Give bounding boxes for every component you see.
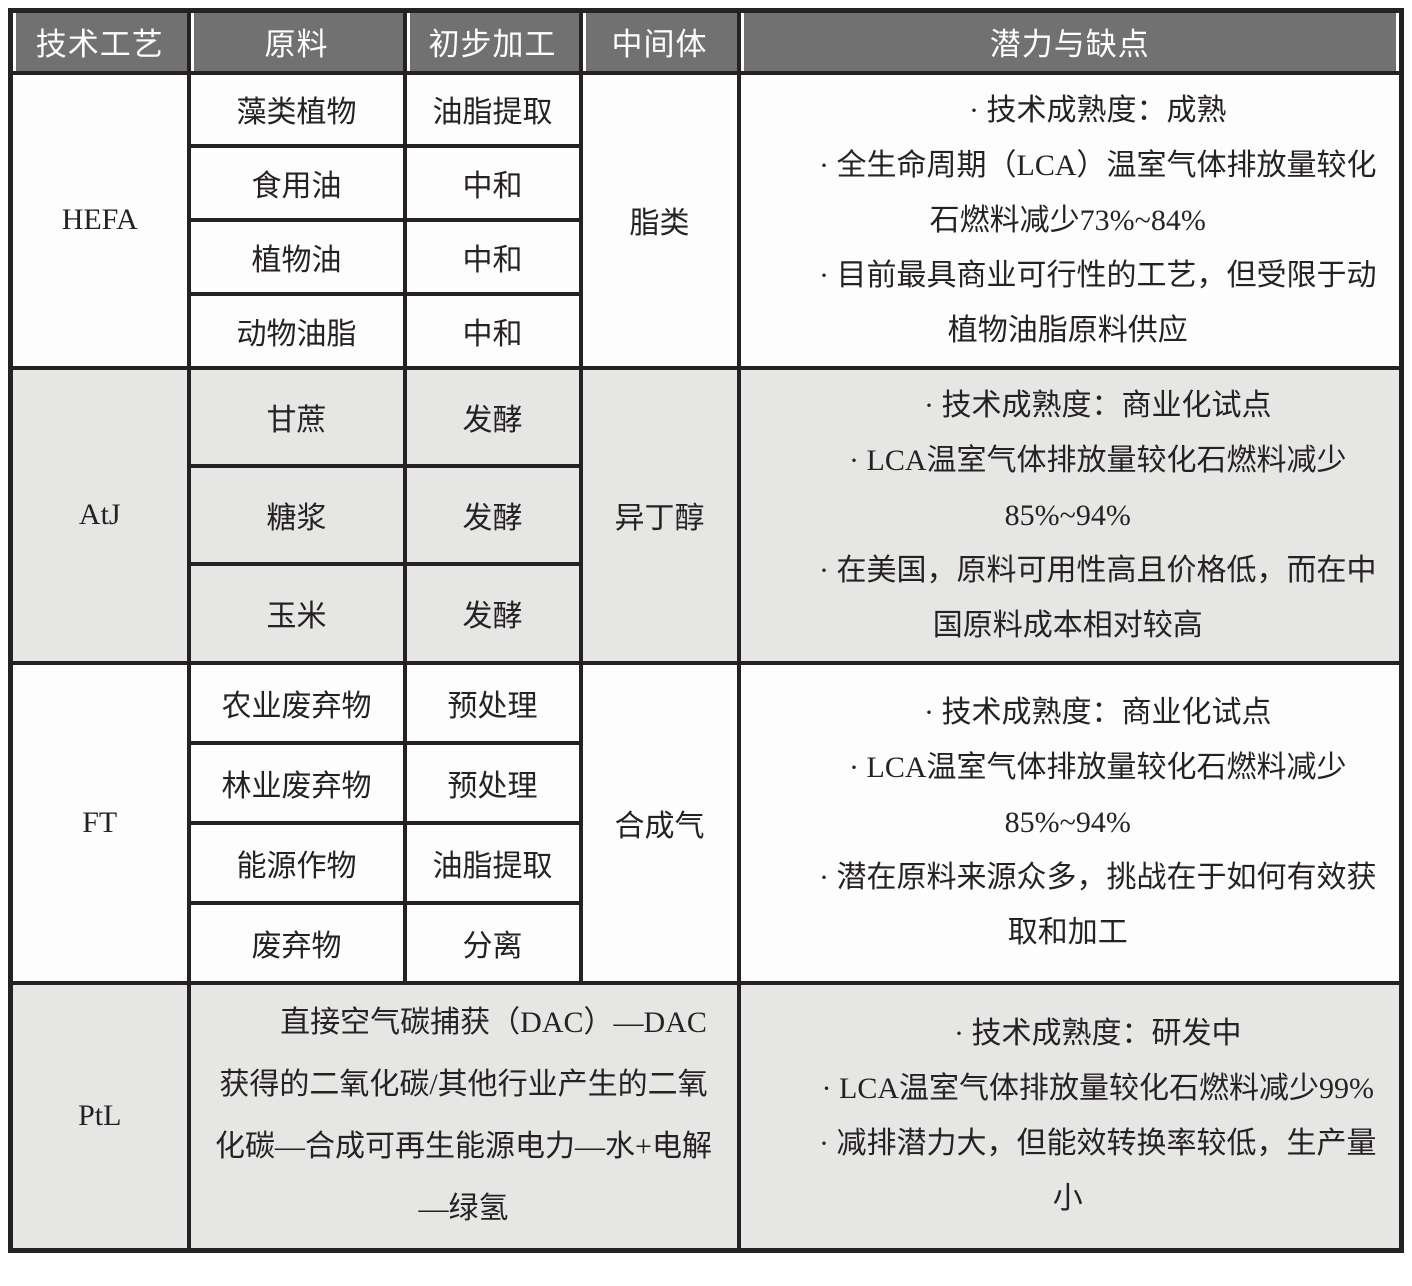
- table-row: 能源作物 油脂提取: [11, 820, 1402, 905]
- feedstock-cell: 林业废弃物: [186, 740, 407, 825]
- feedstock-cell: 动物油脂: [186, 291, 407, 370]
- table-row: 动物油脂 中和: [11, 291, 1402, 370]
- table-row: 废弃物 分离: [11, 900, 1402, 985]
- pathway-description-cell: 直接空气碳捕获（DAC）—DAC获得的二氧化碳/其他行业产生的二氧化碳—合成可再…: [186, 980, 741, 1253]
- note-bullet: · 技术成熟度：商业化试点: [924, 388, 1272, 422]
- preprocessing-cell: 预处理: [402, 740, 583, 825]
- table-row: 玉米 发酵: [11, 562, 1402, 665]
- table-row: FT 农业废弃物 预处理 合成气 · 技术成熟度：商业化试点 · LCA温室气体…: [8, 660, 1404, 985]
- preprocessing-cell: 分离: [402, 900, 583, 985]
- feedstock-cell: 玉米: [186, 562, 407, 665]
- saf-technology-table: 技术工艺 原料 初步加工 中间体 潜力与缺点 HEFA 藻类植物 油脂提取 脂类…: [8, 8, 1404, 1253]
- table-row: 食用油 中和: [11, 144, 1402, 222]
- note-bullet: · 潜在原料来源众多，挑战在于如何有效获取和加工: [819, 861, 1377, 949]
- note-bullet: · 在美国，原料可用性高且价格低，而在中国原料成本相对较高: [819, 553, 1377, 642]
- table-header-row: 技术工艺 原料 初步加工 中间体 潜力与缺点: [8, 8, 1404, 75]
- feedstock-cell: 食用油: [186, 144, 407, 222]
- header-cell-intermediate: 中间体: [578, 8, 741, 75]
- table-row: HEFA 藻类植物 油脂提取 脂类 · 技术成熟度：成熟 · 全生命周期（LCA…: [8, 70, 1404, 370]
- process-name-cell: HEFA: [8, 70, 191, 370]
- potential-notes-cell: · 技术成熟度：商业化试点 · LCA温室气体排放量较化石燃料减少85%~94%…: [736, 660, 1404, 985]
- feedstock-cell: 甘蔗: [186, 365, 407, 468]
- potential-notes-cell: · 技术成熟度：研发中 · LCA温室气体排放量较化石燃料减少99% · 减排潜…: [736, 980, 1404, 1253]
- intermediate-cell: 异丁醇: [578, 365, 741, 665]
- intermediate-cell: 脂类: [578, 70, 741, 370]
- feedstock-cell: 废弃物: [186, 900, 407, 985]
- preprocessing-cell: 中和: [402, 291, 583, 370]
- pathway-description-text: 直接空气碳捕获（DAC）—DAC获得的二氧化碳/其他行业产生的二氧化碳—合成可再…: [215, 1006, 712, 1226]
- preprocessing-cell: 中和: [402, 144, 583, 222]
- process-name-cell: FT: [8, 660, 191, 985]
- feedstock-cell: 藻类植物: [186, 70, 407, 149]
- preprocessing-cell: 油脂提取: [402, 820, 583, 905]
- feedstock-cell: 农业废弃物: [186, 660, 407, 745]
- feedstock-cell: 糖浆: [186, 463, 407, 567]
- preprocessing-cell: 发酵: [402, 365, 583, 468]
- header-cell-feedstock: 原料: [186, 8, 407, 75]
- preprocessing-cell: 发酵: [402, 562, 583, 665]
- table-row: AtJ 甘蔗 发酵 异丁醇 · 技术成熟度：商业化试点 · LCA温室气体排放量…: [8, 365, 1404, 665]
- note-bullet: · 技术成熟度：研发中: [954, 1017, 1242, 1051]
- note-bullet: · 全生命周期（LCA）温室气体排放量较化石燃料减少73%~84%: [819, 148, 1377, 237]
- header-cell-potential: 潜力与缺点: [736, 8, 1404, 75]
- feedstock-cell: 能源作物: [186, 820, 407, 905]
- section-hefa: HEFA 藻类植物 油脂提取 脂类 · 技术成熟度：成熟 · 全生命周期（LCA…: [8, 70, 1404, 370]
- feedstock-cell: 植物油: [186, 218, 407, 296]
- preprocessing-cell: 预处理: [402, 660, 583, 745]
- note-bullet: · 技术成熟度：商业化试点: [924, 696, 1272, 729]
- preprocessing-cell: 中和: [402, 218, 583, 296]
- note-bullet: · LCA温室气体排放量较化石燃料减少85%~94%: [849, 443, 1347, 532]
- intermediate-cell: 合成气: [578, 660, 741, 985]
- note-bullet: · LCA温室气体排放量较化石燃料减少85%~94%: [849, 751, 1347, 839]
- table-row: 糖浆 发酵: [11, 463, 1402, 567]
- preprocessing-cell: 发酵: [402, 463, 583, 567]
- note-bullet: · 减排潜力大，但能效转换率较低，生产量小: [819, 1127, 1377, 1216]
- section-atj: AtJ 甘蔗 发酵 异丁醇 · 技术成熟度：商业化试点 · LCA温室气体排放量…: [8, 365, 1404, 665]
- process-name-cell: AtJ: [8, 365, 191, 665]
- potential-notes-cell: · 技术成熟度：成熟 · 全生命周期（LCA）温室气体排放量较化石燃料减少73%…: [736, 70, 1404, 370]
- table-row: 植物油 中和: [11, 218, 1402, 296]
- header-cell-preprocessing: 初步加工: [402, 8, 583, 75]
- note-bullet: · 目前最具商业可行性的工艺，但受限于动植物油脂原料供应: [819, 258, 1377, 347]
- table-row: PtL 直接空气碳捕获（DAC）—DAC获得的二氧化碳/其他行业产生的二氧化碳—…: [8, 980, 1404, 1253]
- section-ptl: PtL 直接空气碳捕获（DAC）—DAC获得的二氧化碳/其他行业产生的二氧化碳—…: [8, 980, 1404, 1253]
- header-cell-technology: 技术工艺: [8, 8, 191, 75]
- preprocessing-cell: 油脂提取: [402, 70, 583, 149]
- potential-notes-cell: · 技术成熟度：商业化试点 · LCA温室气体排放量较化石燃料减少85%~94%…: [736, 365, 1404, 665]
- note-bullet: · 技术成熟度：成熟: [969, 93, 1227, 127]
- note-bullet: · LCA温室气体排放量较化石燃料减少99%: [821, 1072, 1374, 1106]
- process-name-cell: PtL: [8, 980, 191, 1253]
- section-ft: FT 农业废弃物 预处理 合成气 · 技术成熟度：商业化试点 · LCA温室气体…: [8, 660, 1404, 985]
- table-row: 林业废弃物 预处理: [11, 740, 1402, 825]
